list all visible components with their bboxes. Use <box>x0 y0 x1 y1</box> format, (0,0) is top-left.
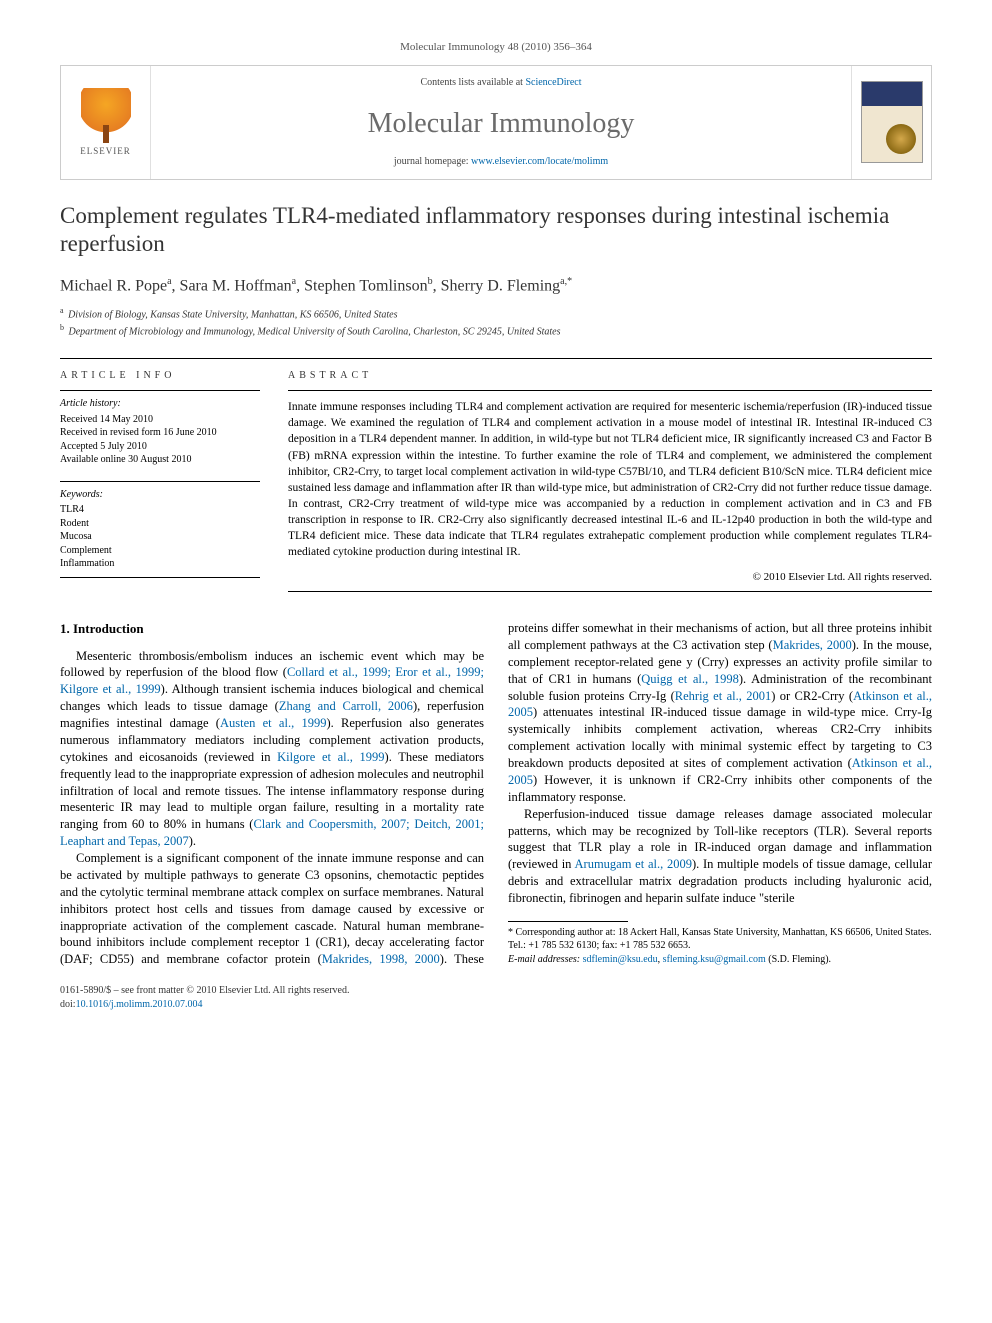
citation-link[interactable]: Quigg et al., 1998 <box>641 672 739 686</box>
citation-link[interactable]: Austen et al., 1999 <box>220 716 327 730</box>
history-line: Available online 30 August 2010 <box>60 453 260 467</box>
front-matter-line: 0161-5890/$ – see front matter © 2010 El… <box>60 984 932 998</box>
intro-para-1: Mesenteric thrombosis/embolism induces a… <box>60 648 484 851</box>
history-line: Received in revised form 16 June 2010 <box>60 426 260 440</box>
p2-m4: ) or CR2-Crry ( <box>771 689 853 703</box>
keyword-line: Rodent <box>60 517 260 531</box>
homepage-prefix: journal homepage: <box>394 156 471 167</box>
email-link-1[interactable]: sdflemin@ksu.edu <box>583 954 658 965</box>
contents-prefix: Contents lists available at <box>420 77 525 88</box>
intro-para-3: Reperfusion-induced tissue damage releas… <box>508 806 932 907</box>
keyword-line: TLR4 <box>60 503 260 517</box>
footnotes-block: * Corresponding author at: 18 Ackert Hal… <box>508 921 932 967</box>
footer-meta: 0161-5890/$ – see front matter © 2010 El… <box>60 984 932 1011</box>
citation-link[interactable]: Makrides, 1998, 2000 <box>322 952 440 966</box>
header-center: Contents lists available at ScienceDirec… <box>151 66 851 179</box>
abstract-text: Innate immune responses including TLR4 a… <box>288 390 932 560</box>
author-list: Michael R. Popea, Sara M. Hoffmana, Step… <box>60 275 932 297</box>
history-label: Article history: <box>60 397 260 411</box>
footnote-divider <box>508 921 628 922</box>
citation-link[interactable]: Kilgore et al., 1999 <box>277 750 384 764</box>
article-info-column: ARTICLE INFO Article history: Received 1… <box>60 369 260 592</box>
doi-link[interactable]: 10.1016/j.molimm.2010.07.004 <box>76 999 203 1010</box>
abstract-copyright: © 2010 Elsevier Ltd. All rights reserved… <box>288 570 932 592</box>
journal-reference: Molecular Immunology 48 (2010) 356–364 <box>60 40 932 55</box>
elsevier-tree-icon <box>81 88 131 143</box>
elsevier-logo: ELSEVIER <box>61 66 151 179</box>
abstract-column: ABSTRACT Innate immune responses includi… <box>288 369 932 592</box>
p2-end: ) However, it is unknown if CR2-Crry inh… <box>508 773 932 804</box>
homepage-link[interactable]: www.elsevier.com/locate/molimm <box>471 156 608 167</box>
journal-cover-thumbnail <box>851 66 931 179</box>
keywords-block: Keywords: TLR4RodentMucosaComplementInfl… <box>60 481 260 578</box>
citation-link[interactable]: Zhang and Carroll, 2006 <box>279 699 413 713</box>
citation-link[interactable]: Makrides, 2000 <box>773 638 852 652</box>
affiliation-line: a Division of Biology, Kansas State Univ… <box>60 305 932 322</box>
history-line: Accepted 5 July 2010 <box>60 440 260 454</box>
section-1-heading: 1. Introduction <box>60 620 484 638</box>
citation-link[interactable]: Arumugam et al., 2009 <box>575 857 692 871</box>
doi-line: doi:10.1016/j.molimm.2010.07.004 <box>60 998 932 1012</box>
divider-top <box>60 358 932 359</box>
cover-image-icon <box>861 81 923 163</box>
affiliation-line: b Department of Microbiology and Immunol… <box>60 322 932 339</box>
email-tail: (S.D. Fleming). <box>766 954 831 965</box>
email-label: E-mail addresses: <box>508 954 583 965</box>
p2-pre: Complement is a significant component of… <box>60 851 484 966</box>
homepage-line: journal homepage: www.elsevier.com/locat… <box>159 155 843 169</box>
affiliations: a Division of Biology, Kansas State Univ… <box>60 305 932 340</box>
article-info-heading: ARTICLE INFO <box>60 369 260 383</box>
keyword-line: Complement <box>60 544 260 558</box>
article-history-block: Article history: Received 14 May 2010Rec… <box>60 390 260 467</box>
keyword-line: Mucosa <box>60 530 260 544</box>
p1-end: ). <box>189 834 196 848</box>
history-line: Received 14 May 2010 <box>60 413 260 427</box>
journal-name: Molecular Immunology <box>159 105 843 143</box>
doi-prefix: doi: <box>60 999 76 1010</box>
abstract-heading: ABSTRACT <box>288 369 932 383</box>
email-link-2[interactable]: sfleming.ksu@gmail.com <box>663 954 766 965</box>
article-title: Complement regulates TLR4-mediated infla… <box>60 202 932 260</box>
journal-header: ELSEVIER Contents lists available at Sci… <box>60 65 932 180</box>
keyword-line: Inflammation <box>60 557 260 571</box>
title-block: Complement regulates TLR4-mediated infla… <box>60 202 932 340</box>
body-two-column: 1. Introduction Mesenteric thrombosis/em… <box>60 620 932 968</box>
info-abstract-row: ARTICLE INFO Article history: Received 1… <box>60 369 932 592</box>
corresponding-author-note: * Corresponding author at: 18 Ackert Hal… <box>508 926 932 953</box>
sciencedirect-link[interactable]: ScienceDirect <box>525 77 581 88</box>
keywords-label: Keywords: <box>60 488 260 502</box>
citation-link[interactable]: Rehrig et al., 2001 <box>675 689 771 703</box>
email-line: E-mail addresses: sdflemin@ksu.edu, sfle… <box>508 953 932 967</box>
contents-available-line: Contents lists available at ScienceDirec… <box>159 76 843 90</box>
elsevier-label: ELSEVIER <box>80 145 131 157</box>
